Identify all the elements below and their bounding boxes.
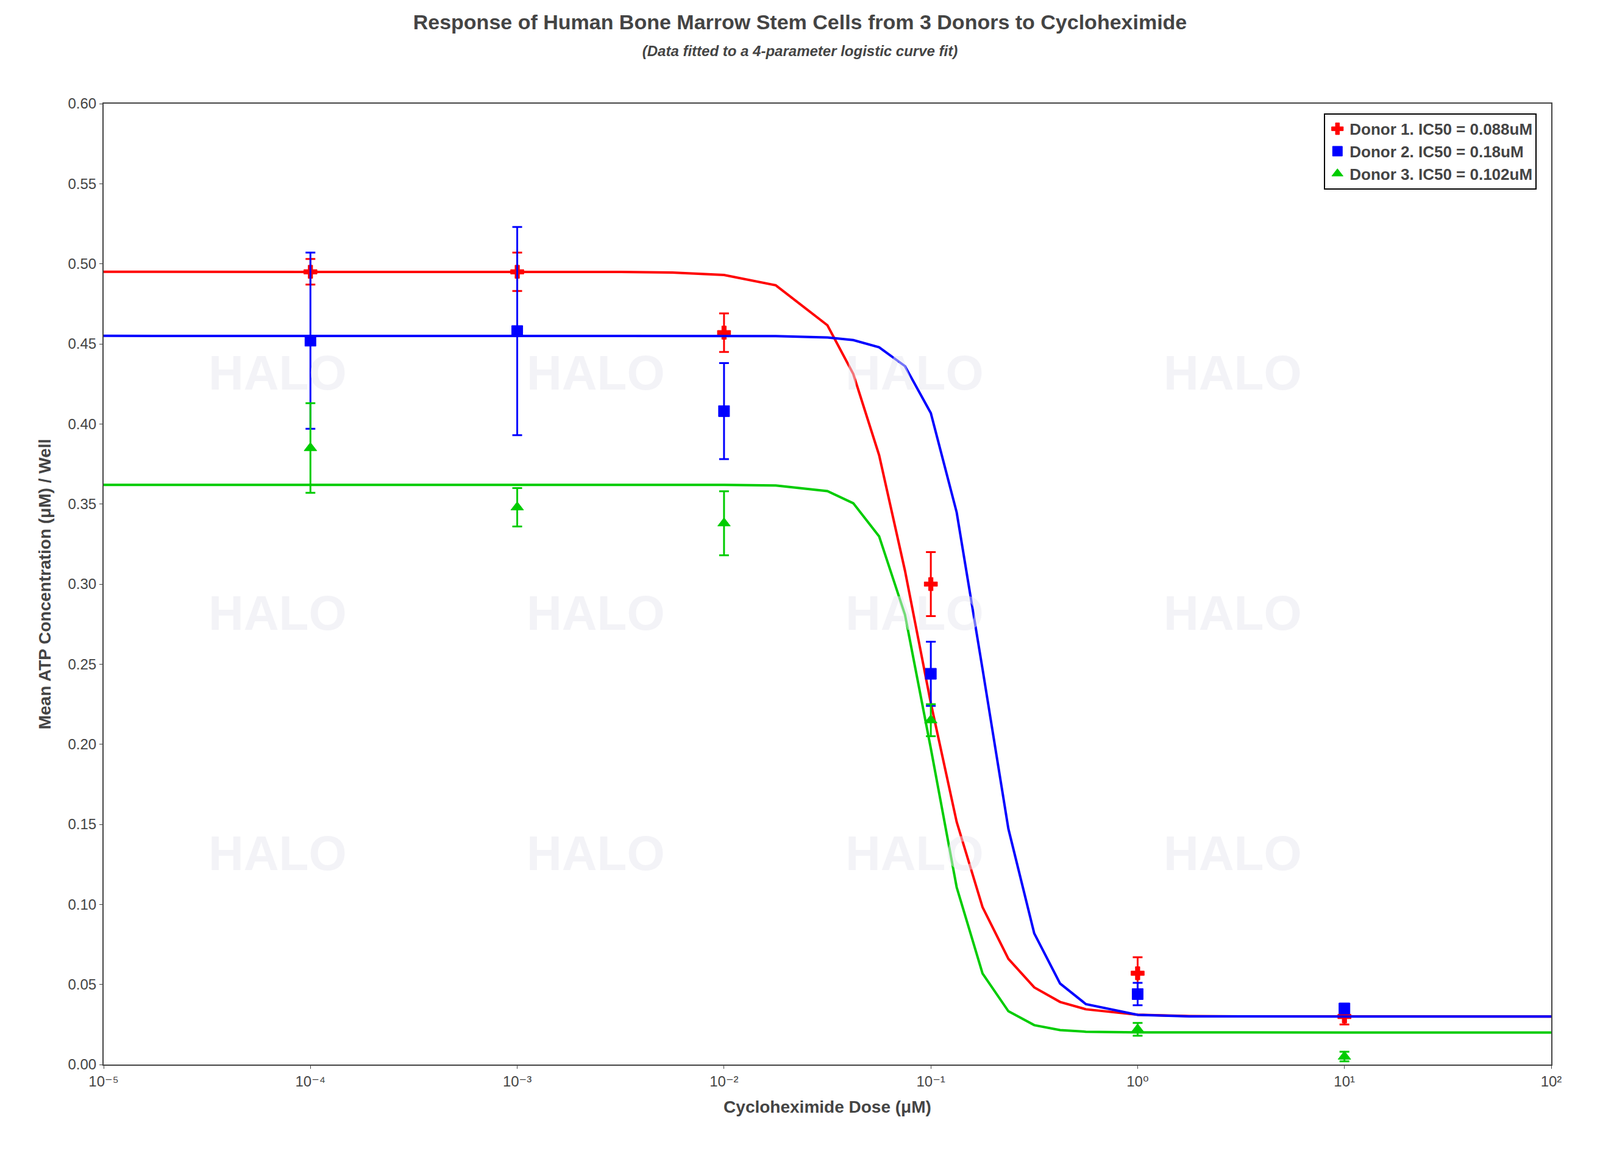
- svg-text:10⁰: 10⁰: [1126, 1072, 1149, 1090]
- svg-text:0.00: 0.00: [67, 1055, 97, 1073]
- svg-text:Response of Human Bone Marrow: Response of Human Bone Marrow Stem Cells…: [413, 10, 1188, 60]
- svg-text:0.30: 0.30: [67, 575, 97, 592]
- svg-text:HALO: HALO: [845, 825, 984, 881]
- svg-text:0.10: 0.10: [67, 896, 97, 913]
- svg-text:10⁻³: 10⁻³: [502, 1072, 532, 1090]
- svg-text:HALO: HALO: [526, 345, 665, 400]
- svg-text:HALO: HALO: [208, 825, 347, 881]
- svg-text:0.50: 0.50: [67, 255, 97, 272]
- svg-text:0.05: 0.05: [67, 975, 97, 993]
- svg-text:Mean ATP Concentration (μM) /: Mean ATP Concentration (μM) / Well: [35, 438, 55, 730]
- svg-text:Cycloheximide Dose (μM): Cycloheximide Dose (μM): [723, 1097, 932, 1117]
- svg-text:10⁻⁵: 10⁻⁵: [88, 1072, 119, 1090]
- svg-text:10⁻²: 10⁻²: [709, 1072, 739, 1090]
- svg-text:0.60: 0.60: [67, 95, 97, 112]
- svg-text:0.55: 0.55: [67, 175, 97, 192]
- svg-text:10⁻¹: 10⁻¹: [916, 1072, 945, 1090]
- svg-text:HALO: HALO: [1163, 585, 1302, 640]
- svg-text:0.45: 0.45: [67, 335, 97, 352]
- svg-text:HALO: HALO: [208, 585, 347, 640]
- svg-text:0.40: 0.40: [67, 415, 97, 433]
- svg-text:Donor 2. IC50 = 0.18uM: Donor 2. IC50 = 0.18uM: [1349, 142, 1524, 161]
- svg-text:10⁻⁴: 10⁻⁴: [295, 1072, 326, 1090]
- svg-text:Donor 1. IC50 = 0.088uM: Donor 1. IC50 = 0.088uM: [1349, 120, 1533, 139]
- svg-text:HALO: HALO: [1163, 345, 1302, 400]
- svg-text:HALO: HALO: [845, 345, 984, 400]
- svg-text:HALO: HALO: [526, 825, 665, 881]
- svg-text:Donor 3. IC50 = 0.102uM: Donor 3. IC50 = 0.102uM: [1349, 165, 1533, 184]
- svg-text:HALO: HALO: [526, 585, 665, 640]
- svg-text:HALO: HALO: [1163, 825, 1302, 881]
- svg-text:0.35: 0.35: [67, 495, 97, 512]
- svg-text:HALO: HALO: [845, 585, 984, 640]
- svg-text:0.25: 0.25: [67, 655, 97, 673]
- svg-text:0.20: 0.20: [67, 735, 97, 753]
- svg-text:10²: 10²: [1540, 1072, 1563, 1090]
- svg-text:HALO: HALO: [208, 345, 347, 400]
- svg-text:10¹: 10¹: [1333, 1072, 1355, 1090]
- svg-text:0.15: 0.15: [67, 815, 97, 832]
